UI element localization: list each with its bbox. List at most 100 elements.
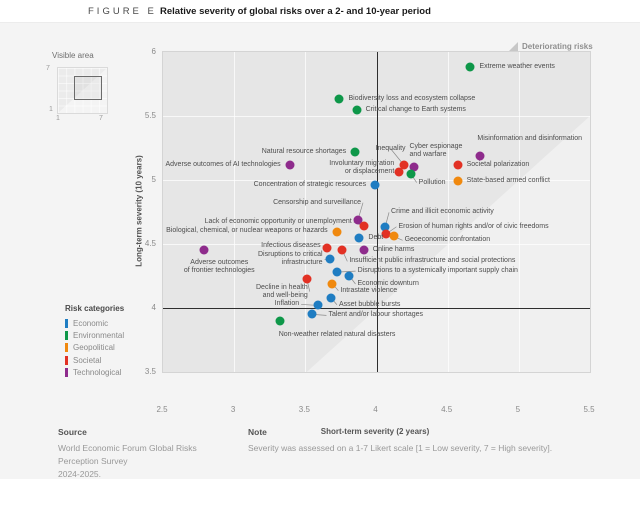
page-title: Relative severity of global risks over a…: [160, 6, 431, 17]
data-point[interactable]: [322, 243, 332, 253]
data-point[interactable]: [406, 169, 416, 179]
data-point[interactable]: [352, 105, 362, 115]
data-point[interactable]: [337, 245, 347, 255]
x-tick-label: 3.5: [298, 405, 310, 414]
point-label: Disruptions to critical infrastructure: [257, 251, 323, 267]
point-label: Adverse outcomes of AI technologies: [165, 160, 281, 168]
average-line-x: [376, 52, 378, 372]
source-text: World Economic Forum Global Risks Percep…: [58, 443, 197, 479]
point-label: Biodiversity loss and ecosystem collapse: [348, 95, 476, 103]
scatter-plot: Extreme weather events Biodiversity loss …: [162, 51, 591, 373]
point-label: Debt: [368, 233, 384, 241]
data-point[interactable]: [465, 62, 475, 72]
deteriorating-triangle-icon: [509, 42, 518, 51]
data-point[interactable]: [409, 162, 418, 172]
point-label: Cyber espionage and warfare: [409, 143, 463, 159]
figure-header: FIGURE E Relative severity of global ris…: [0, 0, 640, 22]
data-point[interactable]: [350, 147, 360, 157]
data-point[interactable]: [453, 160, 463, 170]
x-tick-label: 4: [373, 405, 378, 414]
minimap-visible-area-handle[interactable]: [74, 76, 102, 100]
point-label: Asset bubble bursts: [338, 300, 401, 308]
point-label: Lack of economic opportunity or unemploy…: [204, 218, 352, 226]
source-title: Source: [58, 427, 87, 437]
point-label: Intrastate violence: [340, 286, 398, 294]
legend-label: Societal: [73, 355, 102, 365]
legend-swatch: [65, 330, 68, 340]
deteriorating-risks-flag: Deteriorating risks: [509, 42, 593, 51]
data-point[interactable]: [285, 160, 295, 170]
data-point[interactable]: [326, 293, 336, 303]
point-label: Natural resource shortages: [261, 147, 347, 155]
footer-source: Source World Economic Forum Global Risks…: [58, 427, 238, 481]
data-point[interactable]: [344, 271, 354, 281]
point-label: Biological, chemical, or nuclear weapons…: [166, 227, 328, 235]
legend-item-societal[interactable]: Societal: [65, 354, 124, 366]
data-point[interactable]: [381, 229, 391, 239]
data-point[interactable]: [275, 316, 285, 326]
data-point[interactable]: [370, 180, 380, 190]
data-point[interactable]: [453, 176, 463, 186]
y-axis-title: Long-term severity (10 years): [134, 155, 144, 267]
legend-item-environmental[interactable]: Environmental: [65, 329, 124, 341]
legend-title: Risk categories: [65, 304, 125, 313]
legend-swatch: [65, 367, 68, 377]
point-label: Insufficient public infrastructure and s…: [349, 257, 516, 265]
data-point[interactable]: [327, 279, 337, 289]
minimap-x-min: 1: [56, 115, 60, 122]
gridline: [447, 52, 449, 372]
legend-label: Economic: [73, 318, 109, 328]
point-label: Infectious diseases: [261, 241, 321, 249]
data-point[interactable]: [332, 267, 342, 277]
point-label: Online harms: [372, 246, 415, 254]
data-point[interactable]: [359, 245, 369, 255]
data-point[interactable]: [389, 231, 399, 241]
x-tick-label: 3: [230, 405, 236, 414]
risk-categories-legend: Risk categories Economic Environmental Geo…: [65, 304, 124, 378]
point-label: Geoeconomic confrontation: [404, 236, 491, 244]
data-point[interactable]: [334, 94, 344, 104]
legend-swatch: [65, 343, 68, 353]
data-point[interactable]: [332, 227, 342, 237]
x-tick-label: 4.5: [441, 405, 453, 414]
data-point[interactable]: [475, 151, 485, 161]
point-label: Pollution: [418, 178, 446, 186]
point-label: Inequality: [375, 144, 406, 152]
data-point[interactable]: [359, 221, 369, 231]
data-point[interactable]: [313, 300, 323, 310]
y-tick-label: 5.5: [144, 111, 156, 120]
data-point[interactable]: [325, 254, 335, 264]
minimap: Visible area 7 1 1 7: [46, 51, 116, 126]
data-point[interactable]: [380, 222, 390, 232]
point-label: Adverse outcomes of frontier technologies: [183, 259, 255, 275]
chart-canvas: Visible area 7 1 1 7 Deteriorating risks…: [0, 22, 640, 479]
legend-label: Technological: [73, 367, 122, 377]
point-label: Talent and/or labour shortages: [328, 311, 423, 319]
footer-note: Note Severity was assessed on a 1-7 Like…: [248, 427, 618, 455]
point-label: Crime and illicit economic activity: [391, 208, 494, 216]
legend-label: Geopolitical: [73, 343, 115, 353]
point-label: Economic downturn: [357, 280, 419, 287]
legend-swatch: [65, 318, 68, 328]
data-point[interactable]: [353, 215, 363, 225]
note-title: Note: [248, 427, 267, 437]
legend-swatch: [65, 355, 68, 365]
y-tick-label: 6: [151, 47, 156, 56]
point-label: Non-weather related natural disasters: [278, 330, 396, 338]
data-point[interactable]: [354, 233, 364, 243]
x-tick-label: 5: [515, 405, 521, 414]
data-point[interactable]: [399, 160, 409, 170]
legend-item-geopolitical[interactable]: Geopolitical: [65, 342, 124, 354]
legend-item-technological[interactable]: Technological: [65, 366, 124, 378]
figure-label: FIGURE E: [88, 6, 157, 17]
deteriorating-label: Deteriorating risks: [522, 42, 593, 51]
legend-item-economic[interactable]: Economic: [65, 317, 124, 329]
data-point[interactable]: [302, 274, 312, 284]
data-point[interactable]: [307, 309, 317, 319]
point-label: State-based armed conflict: [466, 177, 550, 185]
gridline: [234, 52, 236, 372]
data-point[interactable]: [394, 167, 404, 177]
data-point[interactable]: [199, 245, 209, 255]
minimap-title: Visible area: [52, 51, 94, 60]
